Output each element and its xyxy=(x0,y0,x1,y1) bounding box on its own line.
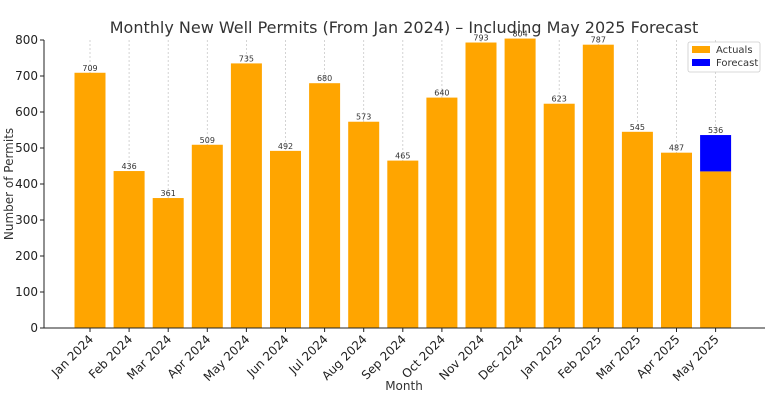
actuals-bar xyxy=(426,97,458,328)
y-tick-label: 400 xyxy=(15,177,38,191)
actuals-bar xyxy=(348,121,380,328)
y-axis-label: Number of Permits xyxy=(2,128,16,240)
y-tick-label: 200 xyxy=(15,249,38,263)
actuals-bar xyxy=(582,44,614,329)
data-labels: 709 436 361 509 735 492 680 573 465 640 793 804 623 7… xyxy=(82,30,723,198)
data-label: 787 xyxy=(591,36,606,45)
forecast-bar xyxy=(700,135,732,172)
actuals-bar xyxy=(270,150,301,328)
legend: Actuals Forecast xyxy=(687,41,761,73)
legend-swatch xyxy=(692,59,710,66)
data-label: 465 xyxy=(395,152,410,161)
y-tick-label: 100 xyxy=(15,285,38,299)
data-label: 545 xyxy=(630,123,645,132)
actuals-bar xyxy=(661,152,692,328)
data-label: 680 xyxy=(317,74,332,83)
data-label: 509 xyxy=(200,136,215,145)
chart-title: Monthly New Well Permits (From Jan 2024)… xyxy=(110,18,699,37)
legend-label: Forecast xyxy=(716,58,758,69)
actuals-bar xyxy=(387,160,419,328)
y-tick-label: 600 xyxy=(15,105,38,119)
legend-label: Actuals xyxy=(716,45,753,56)
actuals-bar xyxy=(465,42,497,329)
x-axis-label: Month xyxy=(385,379,423,393)
legend-swatch xyxy=(692,46,710,53)
data-label: 623 xyxy=(552,95,567,104)
data-label: 735 xyxy=(239,54,254,63)
bars xyxy=(74,38,732,329)
actuals-bar xyxy=(74,72,106,328)
data-label: 436 xyxy=(121,162,136,171)
x-tick-label: Jun 2024 xyxy=(243,332,291,380)
actuals-bar xyxy=(543,103,575,328)
actuals-bar xyxy=(504,38,536,329)
data-label: 487 xyxy=(669,144,684,153)
actuals-bar xyxy=(621,131,653,328)
y-tick-label: 300 xyxy=(15,213,38,227)
y-tick-label: 0 xyxy=(30,321,38,335)
y-tick-label: 500 xyxy=(15,141,38,155)
actuals-bar xyxy=(113,171,145,328)
actuals-bar xyxy=(152,198,184,328)
data-label: 536 xyxy=(708,126,723,135)
y-tick-labels: 0 100 200 300 400 500 600 700 800 xyxy=(15,33,44,335)
data-label: 361 xyxy=(161,189,176,198)
data-label: 640 xyxy=(434,89,449,98)
y-tick-label: 800 xyxy=(15,33,38,47)
actuals-bar xyxy=(309,83,341,328)
data-label: 793 xyxy=(473,34,488,43)
data-label: 709 xyxy=(82,64,97,73)
actuals-bar xyxy=(230,63,262,329)
data-label: 573 xyxy=(356,113,371,122)
actuals-bar xyxy=(700,171,732,328)
data-label: 804 xyxy=(512,30,527,39)
data-label: 492 xyxy=(278,142,293,151)
y-tick-label: 700 xyxy=(15,69,38,83)
actuals-bar xyxy=(191,144,223,328)
